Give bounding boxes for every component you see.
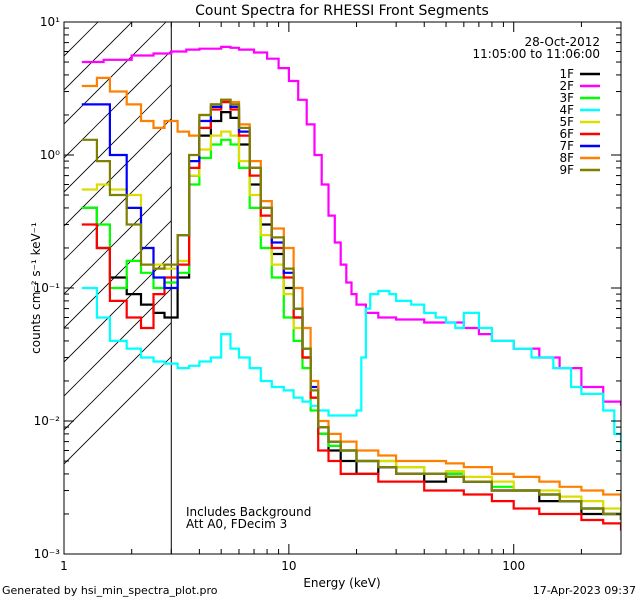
- footer-generator: Generated by hsi_min_spectra_plot.pro: [2, 584, 218, 597]
- x-axis-label: Energy (keV): [303, 576, 380, 590]
- date-label: 28-Oct-2012: [524, 35, 600, 49]
- y-tick-label: 10⁻²: [34, 414, 61, 428]
- x-tick-label: 1: [60, 559, 68, 573]
- legend-label-4F: 4F: [559, 103, 574, 117]
- legend-label-2F: 2F: [559, 79, 574, 93]
- y-axis-label: counts cm⁻² s⁻¹ keV⁻¹: [29, 222, 43, 354]
- series-line-9F: [81, 98, 621, 520]
- legend-label-6F: 6F: [559, 127, 574, 141]
- time-range-label: 11:05:00 to 11:06:00: [473, 47, 600, 61]
- axes-layer: 1 10 100 10⁻³ 10⁻² 10⁻¹ 10⁰ 10¹: [34, 15, 622, 573]
- annotation-attenuator: Att A0, FDecim 3: [186, 517, 287, 531]
- y-tick-label: 10⁻³: [34, 547, 61, 561]
- chart-title: Count Spectra for RHESSI Front Segments: [195, 3, 489, 19]
- legend-label-8F: 8F: [559, 151, 574, 165]
- legend-label-9F: 9F: [559, 163, 574, 177]
- x-tick-label: 10: [281, 559, 296, 573]
- hatch-line: [64, 22, 235, 193]
- legend-label-7F: 7F: [559, 139, 574, 153]
- legend-label-1F: 1F: [559, 67, 574, 81]
- legend-label-3F: 3F: [559, 91, 574, 105]
- annotation-background: Includes Background: [186, 505, 311, 519]
- legend-label-5F: 5F: [559, 115, 574, 129]
- y-tick-label: 10⁰: [40, 148, 60, 162]
- series-line-4F: [81, 286, 621, 451]
- x-tick-label: 100: [502, 559, 525, 573]
- hatch-line: [64, 22, 167, 125]
- y-tick-label: 10⁻¹: [34, 281, 61, 295]
- y-tick-label: 10¹: [40, 15, 60, 29]
- hatch-line: [64, 22, 201, 159]
- footer-timestamp: 17-Apr-2023 09:37: [533, 584, 636, 597]
- series-layer: [81, 45, 621, 531]
